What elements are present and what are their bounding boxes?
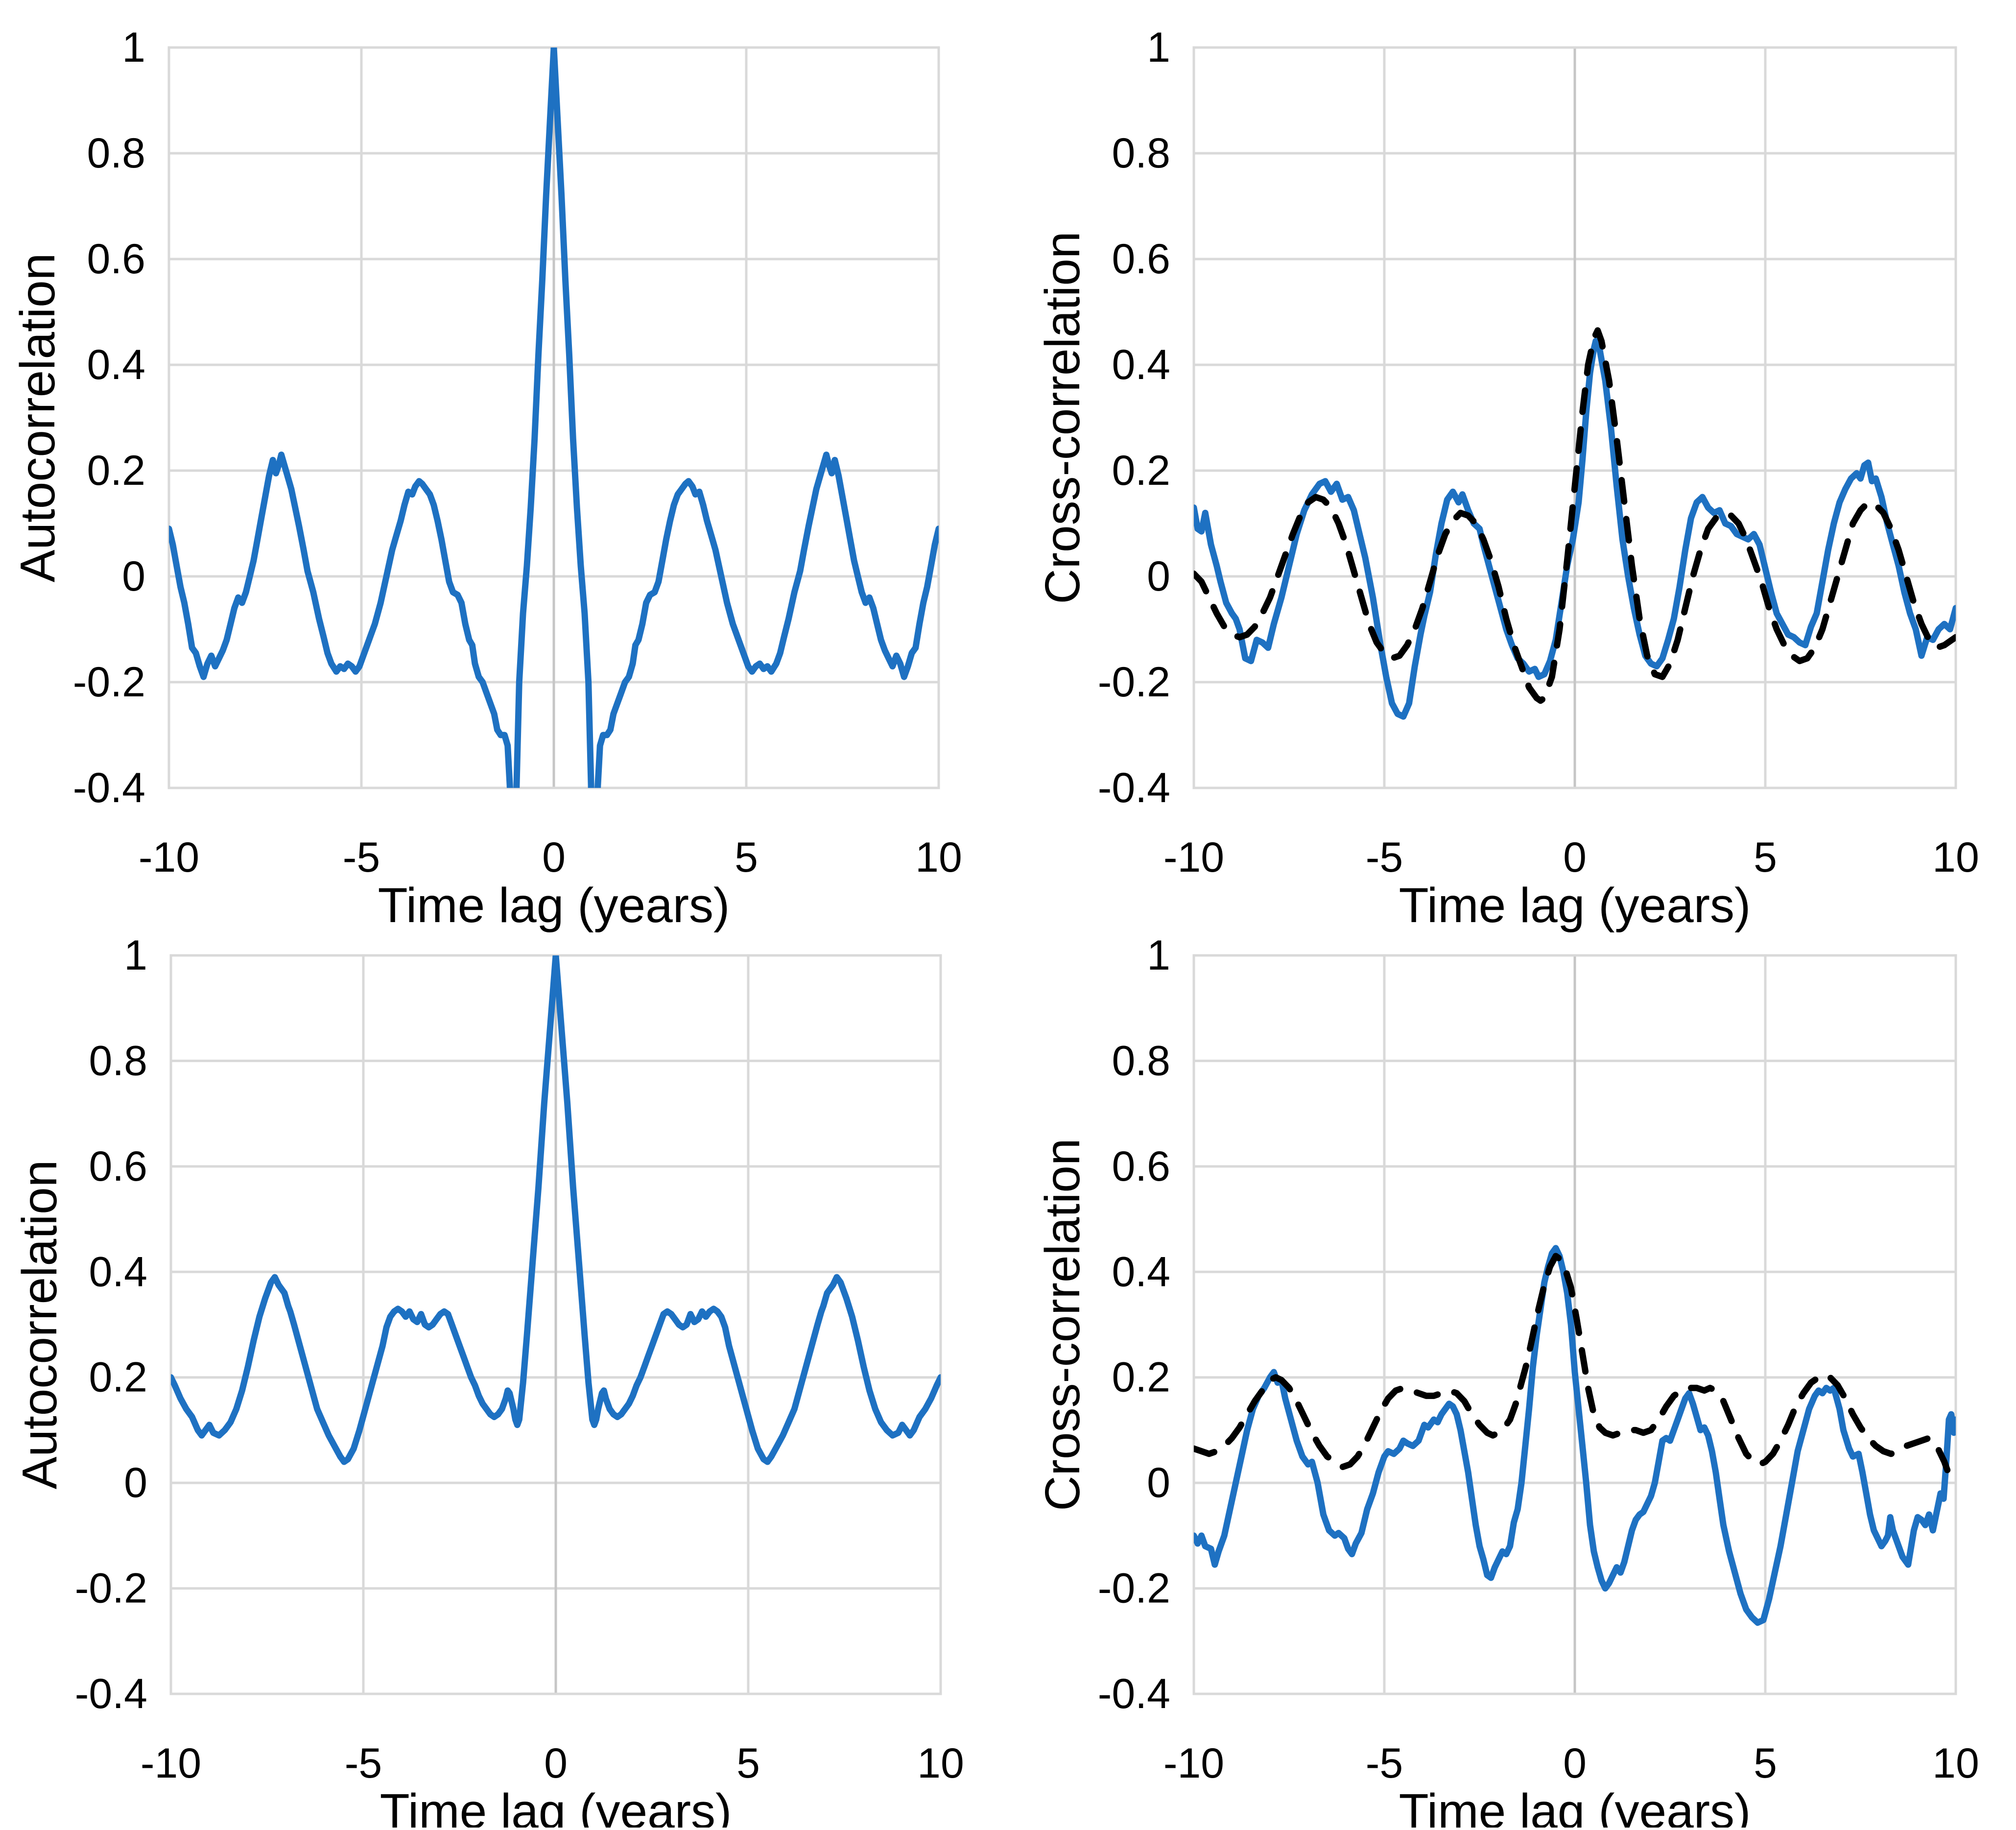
chart-bottom-left: 1 0.8 0.6 0.4 0.2 0 -0.2 -0.4 -10 -5 0 5 10 Time lag … xyxy=(12,932,964,1830)
y-tick-label: 0.2 xyxy=(89,1354,147,1401)
x-tick-label: 10 xyxy=(917,1740,964,1787)
x-tick-label: -5 xyxy=(345,1740,382,1787)
series-solid-blue-line xyxy=(1194,1245,1956,1626)
y-tick-label: 0.2 xyxy=(87,447,145,494)
x-tick-label: -10 xyxy=(139,834,199,881)
gridlines xyxy=(169,954,942,1695)
series-dashed-black-line xyxy=(1194,327,1956,704)
y-tick-label: -0.2 xyxy=(73,659,145,706)
x-tick-label: 10 xyxy=(915,834,962,881)
x-tick-label: -10 xyxy=(141,1740,201,1787)
y-tick-label: 0.8 xyxy=(87,130,145,177)
plot-area-border xyxy=(1192,46,1957,789)
x-tick-label: 0 xyxy=(1563,1740,1587,1787)
x-axis-title-label: Time lag (years) xyxy=(1399,1784,1751,1828)
x-axis-title-label: Time lag (years) xyxy=(380,1784,732,1828)
y-tick-label: 0.2 xyxy=(1112,447,1170,494)
chart-top-right: 1 0.8 0.6 0.4 0.2 0 -0.2 -0.4 -10 -5 0 5 10 Time lag … xyxy=(1035,24,1979,933)
y-tick-label: 0.2 xyxy=(1112,1354,1170,1401)
y-tick-label: 0 xyxy=(124,1459,147,1506)
x-tick-label: -10 xyxy=(1163,1740,1224,1787)
y-tick-label: 0.6 xyxy=(1112,236,1170,283)
x-tick-label: -5 xyxy=(1366,834,1403,881)
y-tick-label: -0.4 xyxy=(75,1670,147,1717)
series-solid-blue-line xyxy=(169,48,939,788)
y-tick-label: 1 xyxy=(1147,24,1170,71)
series-solid-blue-line xyxy=(171,955,941,1465)
y-tick-label: 0.4 xyxy=(87,341,145,388)
x-tick-label: 10 xyxy=(1932,834,1979,881)
x-tick-label: 5 xyxy=(735,834,758,881)
x-tick-label: -5 xyxy=(343,834,380,881)
x-tick-label: -5 xyxy=(1366,1740,1403,1787)
y-tick-label: 0.6 xyxy=(87,236,145,283)
y-tick-label: 1 xyxy=(124,932,147,979)
x-axis-title-label: Time lag (years) xyxy=(1399,878,1751,933)
series-dashed-black-line xyxy=(1194,1253,1956,1486)
x-tick-label: 5 xyxy=(1754,834,1777,881)
y-tick-label: 0 xyxy=(1147,1459,1170,1506)
y-axis-title-label: Autocorrelation xyxy=(12,1160,67,1490)
x-axis-title-label: Time lag (years) xyxy=(378,878,730,933)
y-axis-title-label: Cross-correlation xyxy=(1035,1138,1090,1511)
plot-area-border xyxy=(1192,954,1957,1695)
gridlines xyxy=(1192,46,1957,789)
y-tick-label: 0.6 xyxy=(1112,1143,1170,1190)
y-tick-label: 0.8 xyxy=(1112,130,1170,177)
y-axis-title-label: Autocorrelation xyxy=(10,253,65,583)
x-tick-label: 10 xyxy=(1932,1740,1979,1787)
y-tick-label: 1 xyxy=(122,24,145,71)
y-tick-label: -0.2 xyxy=(75,1565,147,1612)
y-tick-label: 0 xyxy=(1147,553,1170,600)
y-tick-label: 0.4 xyxy=(1112,1248,1170,1295)
y-tick-label: -0.4 xyxy=(1098,1670,1170,1717)
x-tick-label: 0 xyxy=(1563,834,1587,881)
y-axis-title-label: Cross-correlation xyxy=(1035,231,1090,604)
y-tick-label: -0.4 xyxy=(1098,764,1170,811)
series-solid-blue-line xyxy=(1194,337,1956,720)
y-tick-label: -0.4 xyxy=(73,764,145,811)
y-tick-label: 0 xyxy=(122,553,145,600)
chart-top-left: 1 0.8 0.6 0.4 0.2 0 -0.2 -0.4 -10 -5 0 5 10 Time lag … xyxy=(10,24,962,933)
x-tick-label: 5 xyxy=(1754,1740,1777,1787)
x-tick-label: 5 xyxy=(736,1740,760,1787)
y-tick-label: 0.8 xyxy=(1112,1037,1170,1084)
y-tick-label: 0.6 xyxy=(89,1143,147,1190)
x-tick-label: 0 xyxy=(542,834,566,881)
x-tick-label: 0 xyxy=(544,1740,568,1787)
y-tick-label: -0.2 xyxy=(1098,659,1170,706)
y-tick-label: -0.2 xyxy=(1098,1565,1170,1612)
gridlines xyxy=(167,46,940,789)
y-tick-label: 0.4 xyxy=(1112,341,1170,388)
y-tick-label: 1 xyxy=(1147,932,1170,979)
y-tick-label: 0.8 xyxy=(89,1037,147,1084)
x-tick-label: -10 xyxy=(1163,834,1224,881)
y-tick-label: 0.4 xyxy=(89,1248,147,1295)
chart-bottom-right: 1 0.8 0.6 0.4 0.2 0 -0.2 -0.4 -10 -5 0 5 10 Time lag … xyxy=(1035,932,1979,1830)
